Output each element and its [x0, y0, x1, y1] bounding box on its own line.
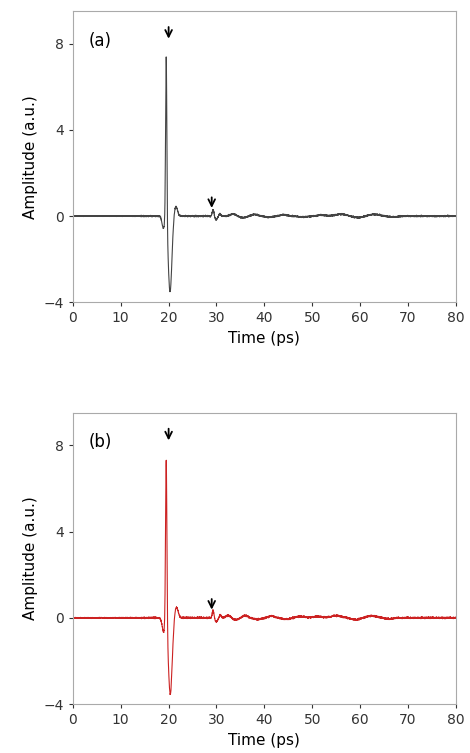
Y-axis label: Amplitude (a.u.): Amplitude (a.u.): [23, 497, 38, 620]
X-axis label: Time (ps): Time (ps): [228, 733, 300, 748]
X-axis label: Time (ps): Time (ps): [228, 331, 300, 346]
Text: (b): (b): [88, 434, 111, 451]
Y-axis label: Amplitude (a.u.): Amplitude (a.u.): [23, 95, 38, 218]
Text: (a): (a): [88, 32, 111, 50]
